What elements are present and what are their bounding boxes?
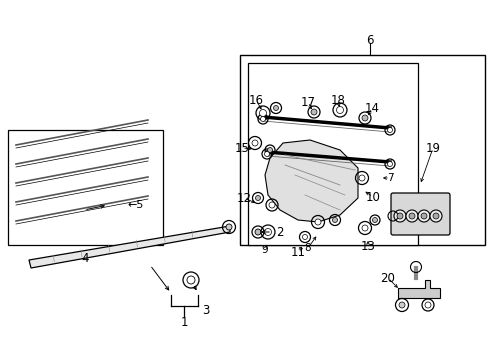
Text: ←5: ←5: [128, 200, 144, 210]
Text: 15: 15: [234, 141, 249, 154]
Text: 17: 17: [300, 95, 315, 108]
Text: 3: 3: [202, 303, 209, 316]
Text: 10: 10: [365, 190, 380, 203]
Text: 16: 16: [248, 94, 263, 107]
Circle shape: [302, 234, 307, 239]
Circle shape: [358, 175, 364, 181]
Circle shape: [361, 225, 367, 231]
Circle shape: [332, 217, 337, 222]
Circle shape: [393, 210, 405, 222]
Circle shape: [398, 302, 404, 308]
Text: 14: 14: [364, 102, 379, 114]
Circle shape: [260, 117, 265, 122]
Text: 9: 9: [261, 245, 268, 255]
Circle shape: [251, 140, 258, 146]
Text: 1: 1: [180, 316, 187, 329]
Bar: [247, 63, 417, 245]
Circle shape: [225, 224, 231, 230]
Circle shape: [372, 217, 377, 222]
Circle shape: [255, 195, 260, 201]
Text: 13: 13: [360, 240, 375, 253]
Text: 18: 18: [330, 94, 345, 107]
FancyBboxPatch shape: [390, 193, 449, 235]
Circle shape: [417, 210, 429, 222]
Bar: [8, 130, 163, 245]
Circle shape: [310, 109, 316, 115]
Text: 20: 20: [380, 271, 395, 284]
Circle shape: [273, 105, 278, 111]
Circle shape: [264, 152, 269, 157]
Circle shape: [432, 213, 438, 219]
Circle shape: [267, 148, 272, 153]
Bar: [240, 55, 484, 245]
Circle shape: [420, 213, 426, 219]
Text: 19: 19: [425, 141, 440, 154]
Circle shape: [408, 213, 414, 219]
Circle shape: [405, 210, 417, 222]
Circle shape: [386, 127, 392, 132]
Text: 12: 12: [236, 192, 251, 204]
Circle shape: [259, 109, 266, 117]
Circle shape: [386, 162, 392, 166]
Circle shape: [264, 229, 271, 235]
Polygon shape: [264, 140, 357, 222]
Polygon shape: [29, 226, 229, 268]
Text: 8: 8: [304, 243, 311, 253]
Circle shape: [268, 202, 274, 208]
Circle shape: [429, 210, 441, 222]
Text: 11: 11: [290, 246, 305, 258]
Text: 6: 6: [366, 33, 373, 46]
Circle shape: [254, 229, 261, 235]
Circle shape: [186, 276, 195, 284]
Text: 7: 7: [386, 173, 392, 183]
Text: 4: 4: [81, 252, 88, 266]
Circle shape: [336, 107, 343, 113]
Circle shape: [314, 219, 320, 225]
Circle shape: [361, 115, 367, 121]
Circle shape: [396, 213, 402, 219]
Polygon shape: [397, 280, 439, 298]
Circle shape: [424, 302, 430, 308]
Text: 2: 2: [275, 225, 283, 239]
